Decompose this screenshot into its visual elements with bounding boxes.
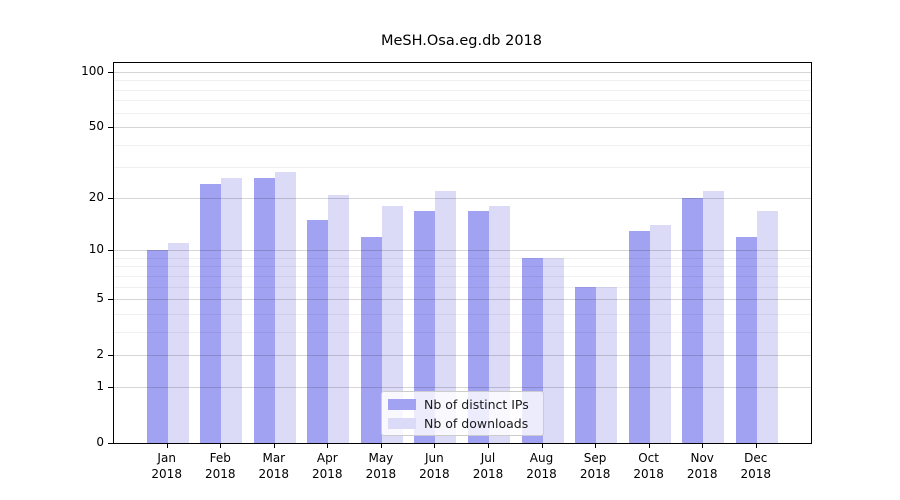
legend-label-downloads: Nb of downloads (424, 415, 529, 431)
y-label-50: 50 (88, 118, 104, 133)
y-label-0: 0 (96, 435, 104, 449)
bar-jan-distinct-ips (146, 250, 168, 443)
x-tick-nov (702, 443, 704, 448)
y-tick-5 (108, 299, 113, 300)
x-tick-feb (220, 443, 222, 448)
y-tick-0 (108, 443, 113, 444)
bar-apr-downloads (328, 194, 350, 443)
bar-jun-downloads (435, 190, 457, 443)
x-label-may: May 2018 (365, 451, 397, 481)
legend-label-distinct-ips: Nb of distinct IPs (424, 396, 529, 412)
x-label-jul: Jul 2018 (472, 451, 504, 481)
gridline-minor-40 (114, 144, 811, 146)
bar-apr-distinct-ips (307, 220, 329, 443)
legend: Nb of distinct IPs Nb of downloads (381, 391, 544, 436)
x-label-aug: Aug 2018 (526, 451, 557, 481)
bar-oct-downloads (649, 225, 671, 443)
x-tick-may (380, 443, 382, 448)
gridline-minor-90 (114, 80, 811, 82)
x-label-jan: Jan 2018 (151, 451, 182, 481)
y-label-5: 5 (96, 291, 104, 305)
x-tick-jun (434, 443, 436, 448)
x-label-mar: Mar 2018 (258, 451, 290, 481)
bar-jan-downloads (167, 243, 189, 443)
gridline-minor-80 (114, 89, 811, 91)
bar-jun-distinct-ips (414, 210, 436, 443)
x-tick-mar (273, 443, 275, 448)
y-tick-2 (108, 354, 113, 356)
gridline-minor-30 (114, 166, 811, 168)
bar-dec-downloads (756, 210, 778, 443)
bar-may-distinct-ips (360, 236, 382, 443)
y-label-20: 20 (88, 190, 104, 205)
y-label-10: 10 (88, 242, 104, 257)
x-label-jun: Jun 2018 (419, 451, 450, 481)
x-label-feb: Feb 2018 (205, 451, 236, 481)
y-label-100: 100 (81, 64, 104, 78)
legend-item-downloads: Nb of downloads (388, 416, 537, 431)
legend-swatch-distinct-ips (388, 398, 416, 410)
y-tick-100 (108, 72, 113, 73)
bar-nov-downloads (703, 190, 725, 443)
y-label-2: 2 (96, 346, 104, 361)
legend-swatch-downloads (388, 417, 416, 429)
bar-sep-distinct-ips (575, 286, 597, 443)
x-label-nov: Nov 2018 (686, 451, 718, 481)
bar-nov-distinct-ips (682, 198, 704, 443)
x-tick-sep (595, 443, 597, 448)
bar-feb-downloads (221, 178, 243, 443)
x-label-dec: Dec 2018 (740, 451, 772, 481)
bar-may-downloads (381, 206, 403, 443)
x-axis-labels: Jan 2018 Feb 2018 Mar 2018 Apr 2018 May 2018 Jun 20… (113, 443, 810, 493)
y-tick-1 (108, 387, 113, 389)
bar-mar-distinct-ips (253, 178, 275, 443)
gridline-major-100 (114, 72, 811, 73)
x-label-sep: Sep 2018 (579, 451, 611, 481)
y-tick-10 (108, 250, 113, 252)
gridline-minor-70 (114, 100, 811, 102)
x-tick-jan (166, 443, 168, 448)
bar-dec-distinct-ips (735, 236, 757, 443)
gridline-major-50 (114, 126, 811, 128)
x-tick-aug (541, 443, 543, 448)
bar-mar-downloads (274, 172, 296, 443)
bar-jul-downloads (489, 206, 510, 443)
x-tick-apr (327, 443, 329, 448)
gridline-minor-60 (114, 112, 811, 114)
bar-aug-downloads (542, 257, 564, 443)
bar-sep-downloads (596, 286, 618, 443)
bar-jul-distinct-ips (468, 210, 489, 443)
x-label-apr: Apr 2018 (312, 451, 343, 481)
x-tick-oct (648, 443, 650, 448)
y-tick-50 (108, 126, 113, 128)
legend-item-distinct-ips: Nb of distinct IPs (388, 397, 537, 412)
y-tick-20 (108, 198, 113, 200)
x-tick-dec (755, 443, 757, 448)
x-label-oct: Oct 2018 (633, 451, 664, 481)
y-label-1: 1 (96, 379, 104, 394)
bar-feb-distinct-ips (200, 184, 222, 443)
plot-area: Nb of distinct IPs Nb of downloads (108, 62, 812, 444)
chart-title: MeSH.Osa.eg.db 2018 (380, 33, 542, 49)
x-tick-jul (488, 443, 489, 448)
bar-oct-distinct-ips (628, 230, 650, 443)
